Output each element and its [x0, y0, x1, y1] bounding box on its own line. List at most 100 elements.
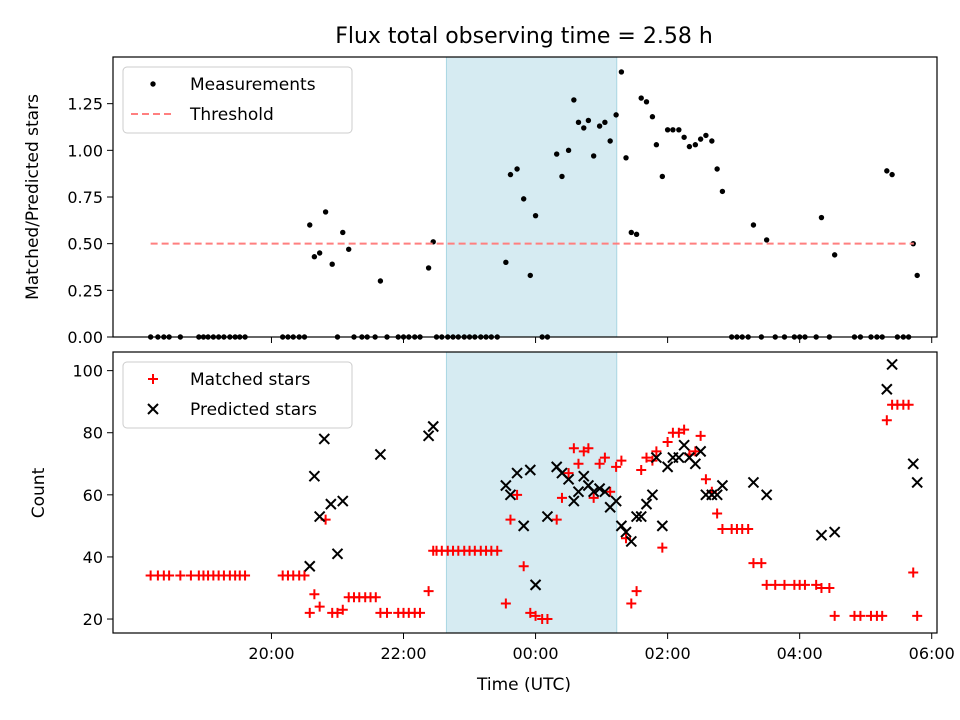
- predicted-star-point: [529, 579, 542, 591]
- legend-marker-x: [147, 403, 159, 415]
- measurement-point: [686, 143, 693, 150]
- axes-frame: [112, 56, 938, 338]
- predicted-star-point: [308, 470, 321, 482]
- y-tick-label: 0.50: [67, 235, 103, 254]
- measurement-point: [676, 127, 682, 133]
- matched-star-point: [641, 452, 652, 463]
- legend-box: [122, 66, 353, 134]
- measurement-point: [664, 127, 671, 133]
- predicted-star-point: [599, 486, 611, 498]
- measurement-point: [553, 151, 560, 157]
- predicted-star-point: [318, 433, 330, 445]
- series-predicted-stars: [304, 358, 923, 591]
- predicted-star-point: [331, 548, 344, 560]
- matched-star-point: [594, 458, 605, 469]
- measurement-point: [628, 229, 635, 236]
- y-tick-label: 0.25: [67, 281, 103, 300]
- matched-star-point: [743, 523, 754, 534]
- matched-star-point: [309, 589, 320, 600]
- matched-star-point: [770, 579, 781, 590]
- y-tick-label: 100: [72, 362, 103, 381]
- matched-star-point: [877, 610, 888, 621]
- measurement-point: [750, 222, 757, 228]
- predicted-star-point: [673, 451, 685, 464]
- matched-star-point: [337, 604, 348, 615]
- matched-star-point: [626, 598, 637, 609]
- predicted-star-point: [711, 489, 723, 501]
- predicted-star-point: [504, 489, 517, 501]
- measurement-point: [914, 272, 920, 279]
- legend: Matched stars Predicted stars: [122, 361, 353, 429]
- measurement-point: [559, 173, 565, 180]
- matched-star-point: [423, 586, 434, 597]
- y-tick-label: 0.00: [67, 328, 103, 347]
- matched-star-point: [556, 492, 567, 503]
- predicted-star-point: [620, 526, 632, 538]
- measurement-point: [633, 231, 640, 238]
- x-tick-label: 22:00: [380, 644, 426, 663]
- predicted-star-point: [625, 535, 638, 548]
- measurement-point: [607, 138, 613, 144]
- matched-star-point: [679, 424, 690, 435]
- measurement-point: [346, 246, 352, 252]
- bottom-y-axis-label: Count: [29, 467, 49, 518]
- predicted-star-point: [828, 526, 841, 538]
- matched-star-point: [525, 607, 536, 618]
- predicted-star-point: [716, 479, 729, 492]
- observing-window-shade: [445, 351, 618, 634]
- matched-star-point: [881, 415, 892, 426]
- matched-star-point: [829, 610, 840, 621]
- x-tick-label: 20:00: [248, 644, 294, 663]
- measurement-point: [643, 99, 650, 105]
- y-tick-label: 0.75: [67, 188, 103, 207]
- matched-star-point: [662, 437, 673, 448]
- matched-star-point: [657, 542, 668, 553]
- legend: Measurements Threshold: [122, 66, 353, 134]
- predicted-star-point: [313, 510, 326, 523]
- predicted-star-point: [615, 520, 628, 532]
- matched-star-point: [370, 592, 381, 603]
- measurement-point: [703, 132, 709, 139]
- measurement-point: [623, 155, 629, 161]
- predicted-star-point: [587, 486, 600, 498]
- matched-star-point: [500, 598, 511, 609]
- predicted-star-point: [610, 495, 622, 507]
- matched-star-point: [492, 545, 503, 556]
- predicted-star-point: [427, 420, 439, 433]
- measurement-point: [527, 272, 533, 279]
- predicted-star-point: [593, 482, 606, 495]
- axes-frame: [112, 351, 938, 634]
- measurement-point: [503, 259, 509, 266]
- matched-star-point: [164, 570, 175, 581]
- measurement-point: [596, 123, 603, 129]
- y-tick-label: 20: [83, 610, 103, 629]
- measurement-point: [585, 117, 592, 124]
- measurement-point: [697, 136, 704, 142]
- matched-star-point: [700, 474, 711, 485]
- top-y-axis-label: Matched/Predicted stars: [23, 94, 43, 300]
- predicted-star-point: [656, 520, 669, 532]
- measurement-point: [340, 229, 346, 236]
- measurement-point: [884, 168, 890, 174]
- predicted-star-point: [881, 383, 893, 395]
- predicted-star-point: [578, 470, 590, 482]
- matched-star-point: [616, 455, 627, 466]
- measurement-point: [659, 173, 666, 180]
- x-axis-label: Time (UTC): [476, 675, 571, 695]
- predicted-star-point: [524, 464, 536, 476]
- measurement-point: [613, 112, 619, 118]
- measurement-point: [565, 147, 572, 154]
- predicted-star-point: [304, 560, 316, 572]
- matched-star-point: [779, 579, 790, 590]
- matched-star-point: [505, 514, 516, 525]
- matched-star-point: [314, 601, 325, 612]
- series-matched-stars: [145, 399, 923, 625]
- x-tick-label: 04:00: [777, 644, 823, 663]
- measurement-point: [714, 166, 720, 172]
- matched-star-point: [332, 607, 343, 618]
- matched-star-point: [855, 610, 866, 621]
- matched-star-point: [756, 558, 767, 569]
- matched-star-point: [512, 489, 523, 500]
- predicted-star-point: [500, 479, 512, 492]
- matched-star-point: [761, 579, 772, 590]
